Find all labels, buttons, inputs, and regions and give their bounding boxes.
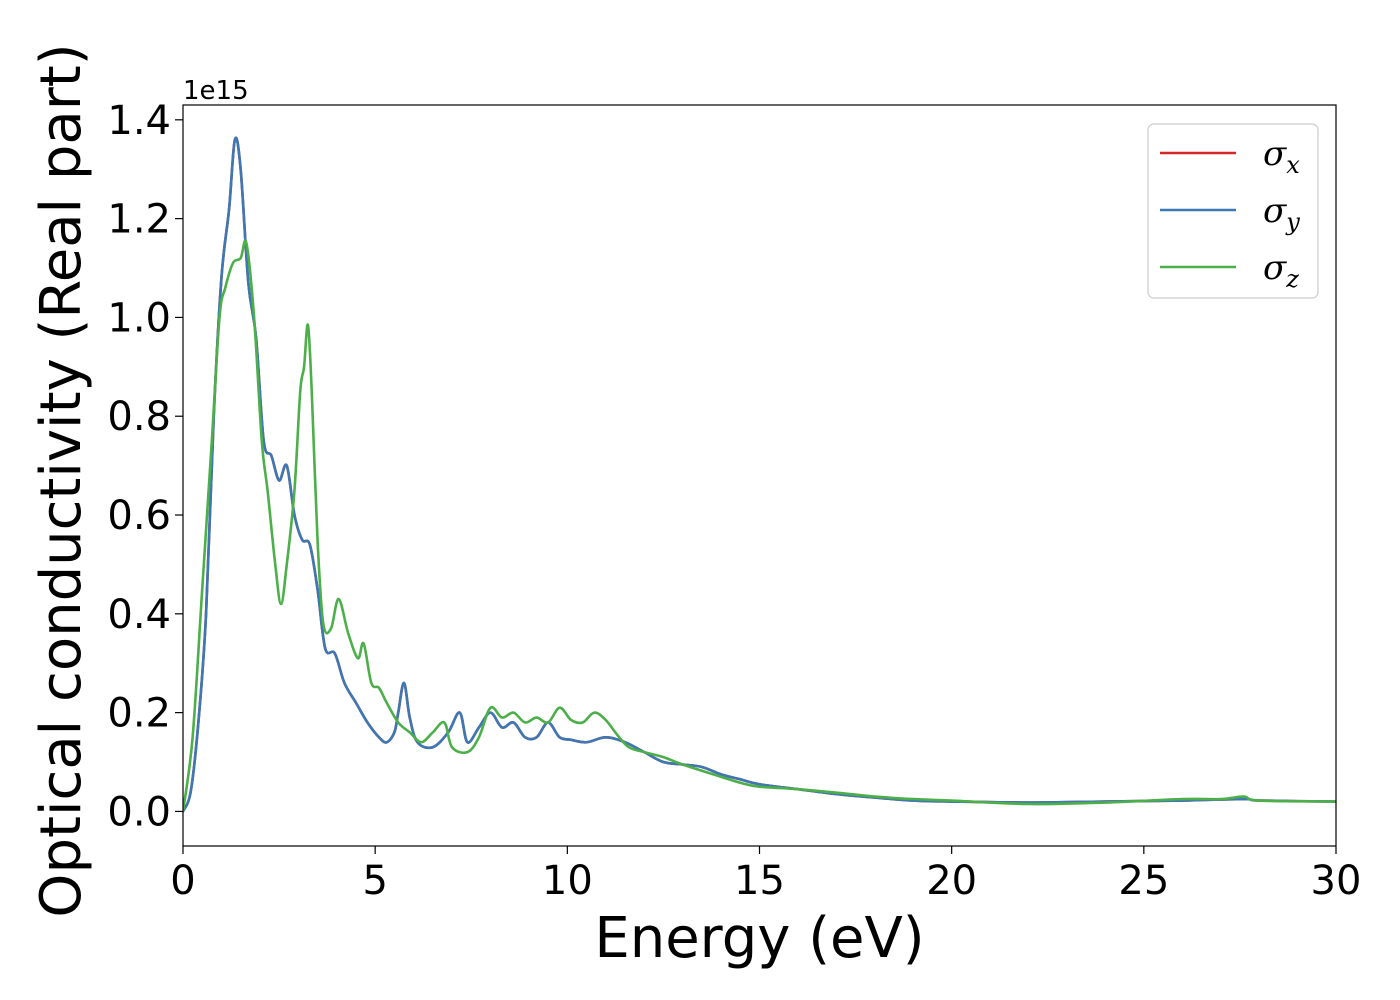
x-tick-label: 5 [362,858,387,904]
y-axis-offset-text: 1e15 [183,76,249,106]
y-tick-label: 0.0 [107,789,171,835]
y-tick-label: 0.6 [107,493,171,539]
legend-label-sigma-y: σy [1263,191,1300,236]
x-tick-label: 20 [926,858,977,904]
x-tick-label: 30 [1311,858,1362,904]
series-line-sigma-y [183,136,1336,813]
legend: σx σy σz [1147,123,1319,299]
series-layer [183,136,1336,813]
y-tick-label: 0.2 [107,691,171,737]
x-tick-label: 25 [1118,858,1169,904]
y-tick-label: 0.4 [107,592,171,638]
x-axis-title: Energy (eV) [594,906,924,971]
y-axis-title: Optical conductivity (Real part) [29,43,94,917]
legend-label-sigma-x: σx [1263,134,1300,179]
y-tick-label: 1.4 [107,98,171,144]
series-line-sigma-z [183,239,1336,813]
legend-label-sigma-z: σz [1263,248,1299,293]
y-tick-label: 1.0 [107,295,171,341]
x-tick-label: 0 [170,858,195,904]
x-tick-label: 10 [542,858,593,904]
y-tick-label: 0.8 [107,394,171,440]
axis-ticks: 0 5 10 15 20 25 30 0.0 0.2 0.4 0.6 0.8 1.0 1.2 1.4 [107,98,1361,904]
x-tick-label: 15 [734,858,785,904]
y-tick-label: 1.2 [107,197,171,243]
